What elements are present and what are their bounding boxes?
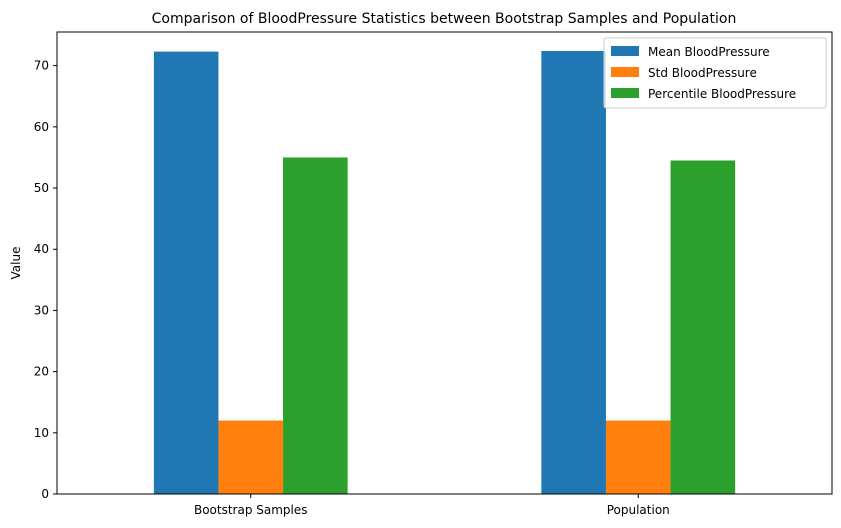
- y-tick-label: 0: [41, 487, 49, 501]
- bar-mean-bloodpressure-0: [153, 51, 219, 495]
- y-tick-label: 40: [34, 242, 49, 256]
- y-axis-label: Value: [9, 247, 23, 280]
- bar-std-bloodpressure-0: [218, 420, 284, 494]
- bar-percentile-bloodpressure-1: [670, 160, 736, 495]
- chart-title: Comparison of BloodPressure Statistics b…: [152, 11, 737, 27]
- y-axis: 0 10 20 30 40 50 60 70: [34, 59, 57, 501]
- x-tick-label: Population: [607, 503, 670, 517]
- legend-box: [603, 37, 827, 109]
- legend-label: Percentile BloodPressure: [648, 87, 796, 101]
- legend-swatch: [611, 88, 639, 98]
- y-tick-label: 50: [34, 181, 49, 195]
- bar-std-bloodpressure-1: [605, 420, 671, 494]
- y-tick-label: 10: [34, 426, 49, 440]
- bars-group: [153, 50, 736, 495]
- legend-label: Std BloodPressure: [648, 66, 757, 80]
- y-tick-label: 60: [34, 120, 49, 134]
- y-tick-label: 30: [34, 303, 49, 317]
- y-tick-label: 20: [34, 365, 49, 379]
- legend-label: Mean BloodPressure: [648, 45, 770, 59]
- bar-mean-bloodpressure-1: [541, 50, 606, 494]
- legend-swatch: [611, 46, 639, 56]
- y-tick-label: 70: [34, 59, 49, 73]
- x-tick-label: Bootstrap Samples: [194, 503, 308, 517]
- legend: Mean BloodPressure Std BloodPressure Perce…: [603, 37, 827, 109]
- legend-swatch: [611, 67, 639, 77]
- bar-percentile-bloodpressure-0: [283, 157, 348, 494]
- x-axis: Bootstrap Samples Population: [194, 494, 670, 517]
- plot-frame: [56, 31, 833, 495]
